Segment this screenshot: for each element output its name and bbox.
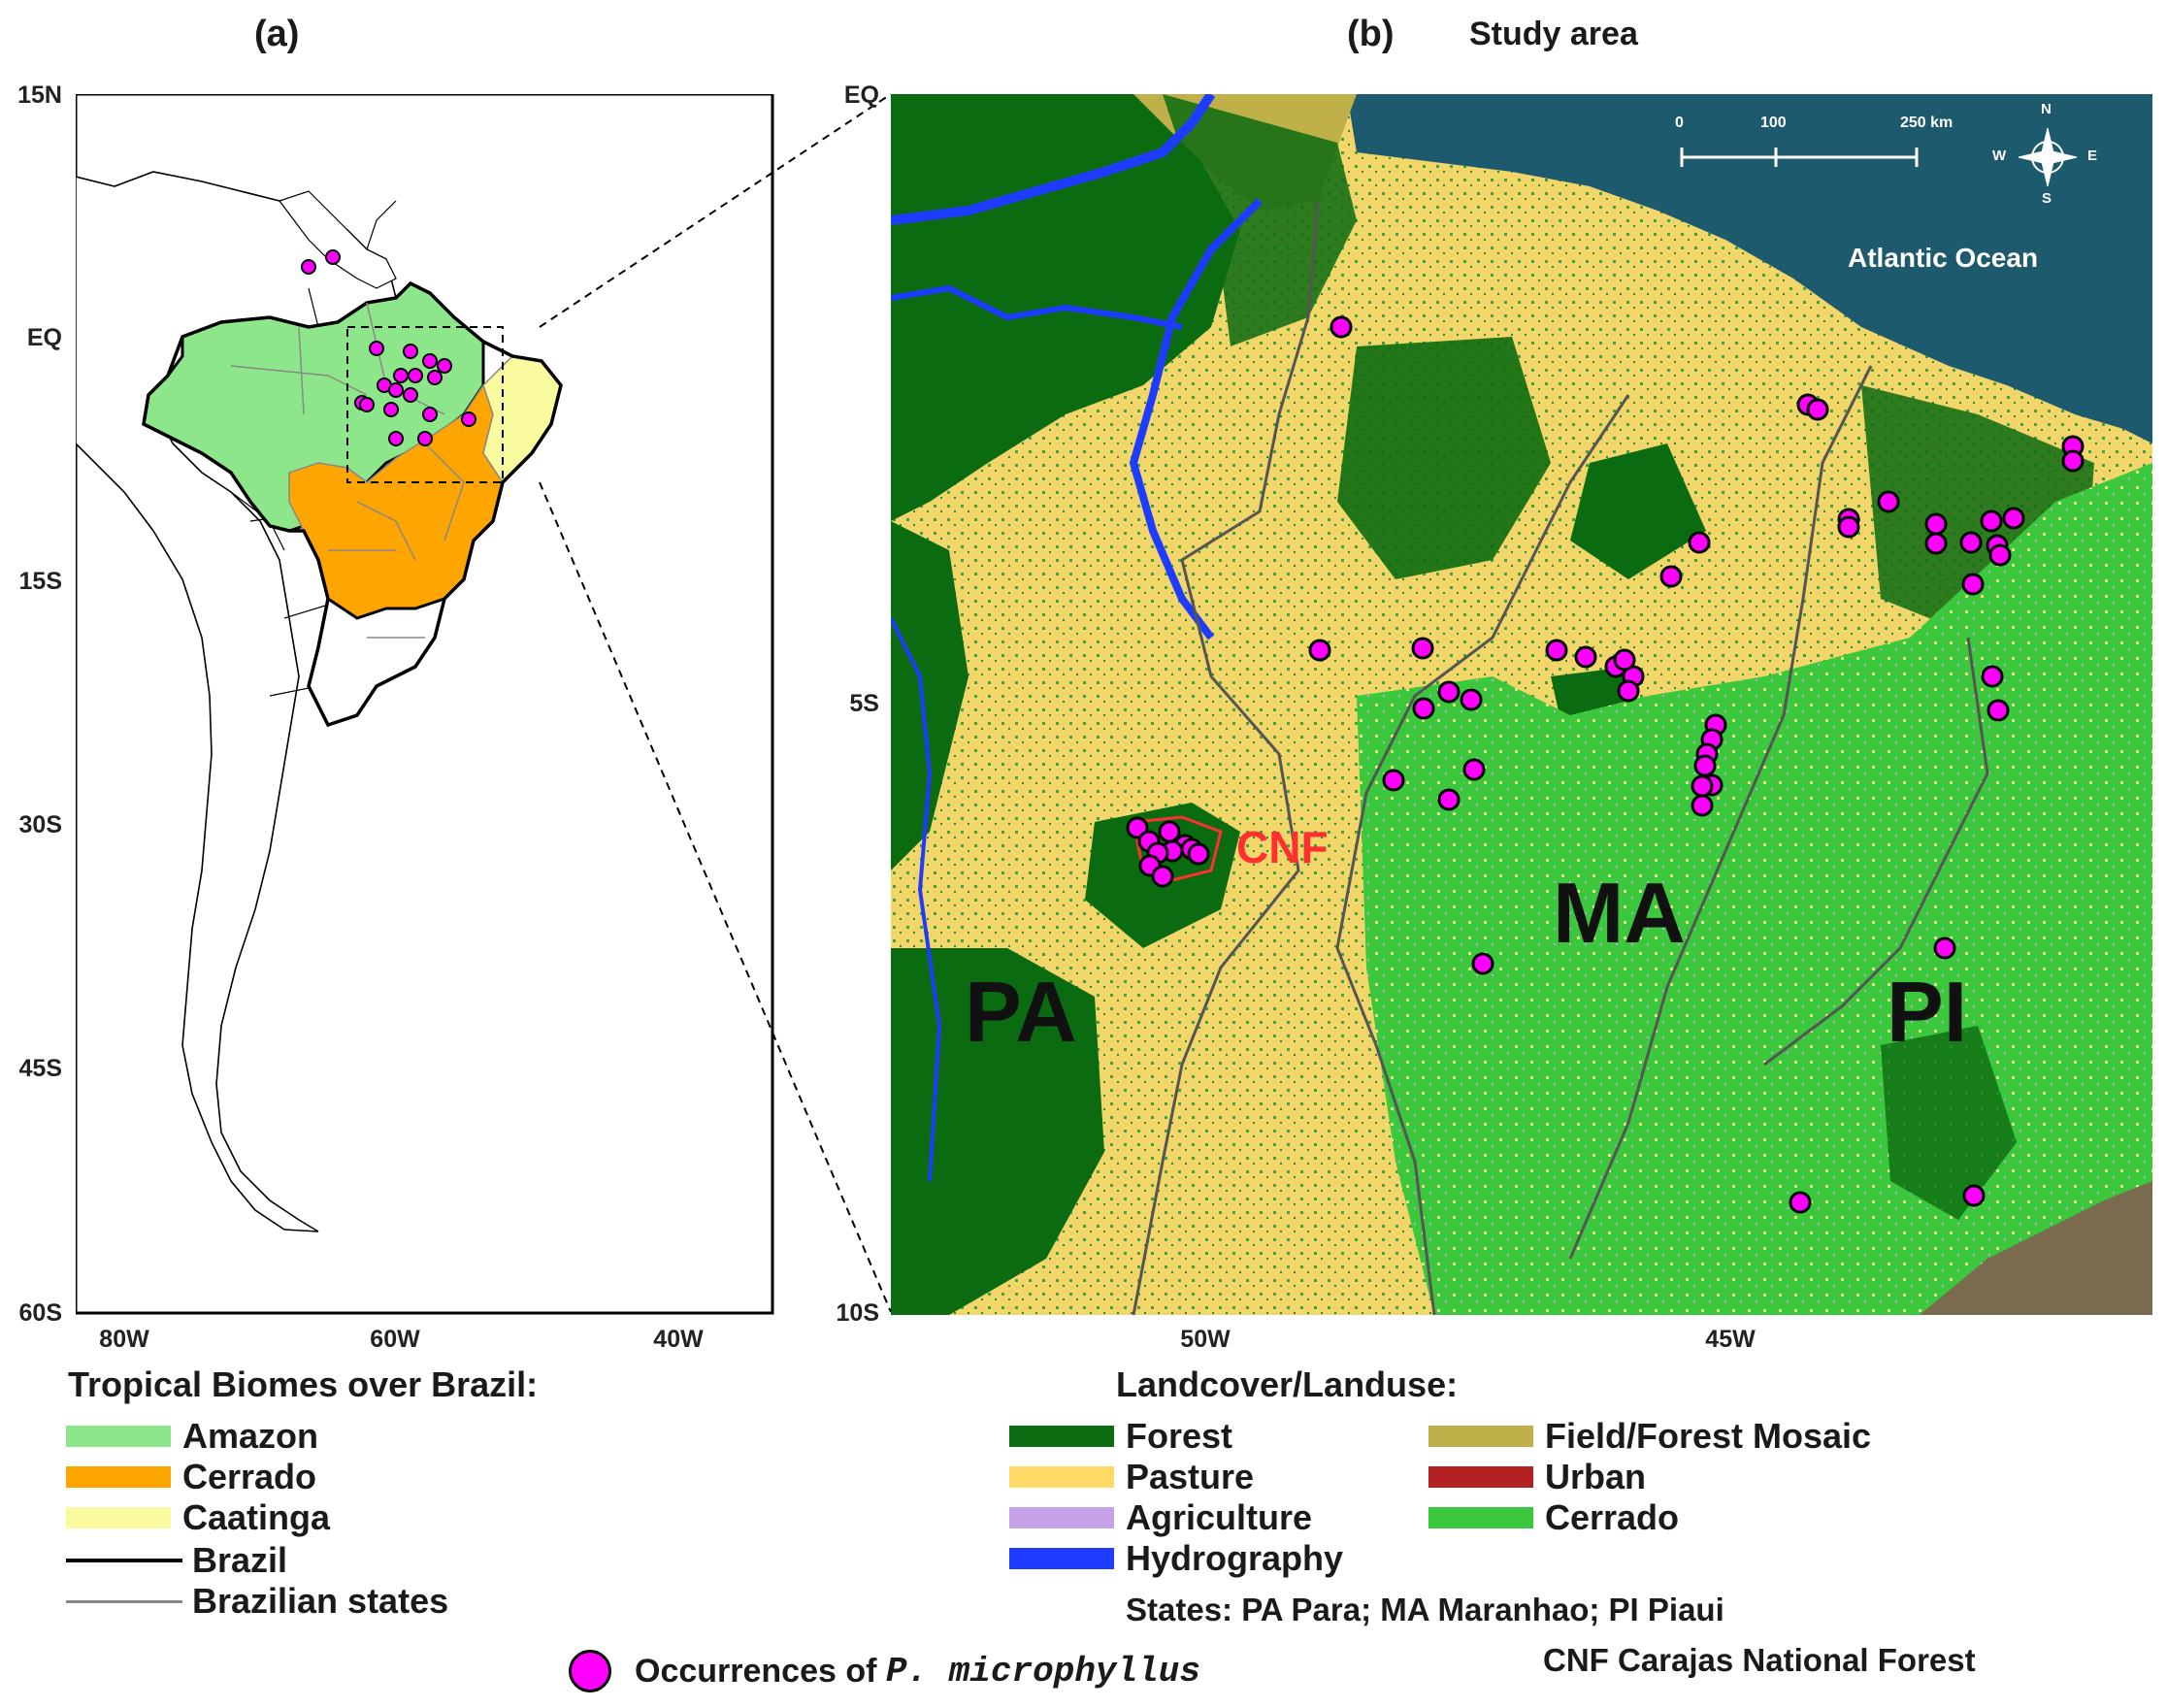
states-line [66,1599,182,1603]
compass-icon [2018,127,2078,187]
a-ytick: 30S [18,811,62,838]
legend-label: Hydrography [1126,1538,1344,1578]
legend-label: Urban [1545,1457,1647,1496]
a-ytick: 15N [17,82,62,109]
landcover-legend-col1: Forest Pasture Agriculture Hydrography [1009,1416,1343,1579]
legend-label: Amazon [182,1416,319,1456]
legend-item-caatinga: Caatinga [66,1497,448,1538]
legend-item-agriculture: Agriculture [1009,1497,1343,1538]
legend-item-mosaic: Field/Forest Mosaic [1428,1416,1871,1457]
legend-item-hydrography: Hydrography [1009,1538,1343,1579]
occurrence-legend-species: P. microphyllus [885,1651,1200,1692]
occurrence-points-a [301,249,476,446]
caatinga-swatch [66,1507,171,1528]
a-xtick: 80W [99,1326,149,1353]
a-xtick: 40W [653,1326,704,1353]
legend-item-brazil: Brazil [66,1540,448,1581]
hydrography-swatch [1009,1548,1114,1569]
compass-n: N [2041,101,2052,117]
b-xtick: 45W [1705,1326,1756,1353]
study-area-title: Study area [1469,16,1638,52]
state-label-pa: PA [965,964,1077,1060]
mosaic-swatch [1428,1426,1533,1447]
state-label-pi: PI [1887,964,1968,1060]
state-border [1132,200,1320,1315]
occurrence-legend-prefix: Occurrences of [635,1652,886,1690]
legend-item-cerrado-lc: Cerrado [1428,1497,1871,1538]
amazon-swatch [66,1426,171,1447]
brazil-line [66,1559,182,1562]
pasture-swatch [1009,1466,1114,1488]
a-ytick: 45S [18,1055,62,1082]
legend-item-amazon: Amazon [66,1416,448,1457]
a-ytick: 60S [18,1299,62,1327]
panel-b-label: (b) [1347,14,1395,54]
a-ytick: 15S [18,568,62,595]
study-area-box [346,326,504,483]
occurrence-legend: Occurrences of P. microphyllus [569,1650,1200,1692]
panel-b-map [891,94,2152,1315]
legend-label: Pasture [1126,1457,1255,1496]
compass-e: E [2087,148,2098,164]
legend-label: Agriculture [1126,1497,1313,1537]
panel-a-map [76,94,774,1315]
landcover-legend-col2: Field/Forest Mosaic Urban Cerrado [1428,1416,1871,1538]
scale-tick: 100 [1760,115,1787,131]
a-ytick: EQ [26,324,62,351]
legend-label: Cerrado [182,1457,317,1496]
scale-tick: 250 km [1900,115,1954,131]
cerrado-swatch [66,1466,171,1488]
biome-legend: Amazon Cerrado Caatinga Brazil Brazilian… [66,1416,448,1622]
cnf-note: CNF Carajas National Forest [1543,1642,1976,1678]
scale-tick: 0 [1675,115,1684,131]
atlantic-ocean [1347,94,2152,443]
river [891,94,1216,225]
b-ytick: 5S [849,690,879,717]
legend-item-urban: Urban [1428,1457,1871,1497]
legend-item-cerrado: Cerrado [66,1457,448,1497]
ocean-label: Atlantic Ocean [1848,243,2039,273]
legend-label: Brazilian states [192,1581,449,1621]
panel-a-label: (a) [254,14,300,54]
legend-item-states: Brazilian states [66,1581,448,1622]
b-xtick: 50W [1180,1326,1231,1353]
legend-label: Caatinga [182,1497,331,1537]
b-ytick: EQ [843,82,879,109]
legend-label: Cerrado [1545,1497,1680,1537]
legend-label: Forest [1126,1416,1233,1456]
urban-swatch [1428,1466,1533,1488]
a-xtick: 60W [370,1326,420,1353]
state-label-ma: MA [1553,865,1686,961]
landcover-legend-title: Landcover/Landuse: [1116,1364,1459,1404]
cnf-label: CNF [1236,822,1329,872]
legend-item-pasture: Pasture [1009,1457,1343,1497]
agriculture-swatch [1009,1507,1114,1528]
cerrado-lc-swatch [1428,1507,1533,1528]
legend-label: Field/Forest Mosaic [1545,1416,1872,1456]
compass-s: S [2042,190,2052,207]
occurrence-points-b [1126,315,2085,1214]
states-note: States: PA Para; MA Maranhao; PI Piaui [1126,1592,1724,1627]
legend-item-forest: Forest [1009,1416,1343,1457]
biome-legend-title: Tropical Biomes over Brazil: [68,1364,539,1404]
forest-swatch [1009,1426,1114,1447]
b-ytick: 10S [836,1299,879,1327]
scale-bar [1680,148,1919,167]
legend-label: Brazil [192,1540,288,1580]
compass-w: W [1992,148,2007,164]
occurrence-marker-icon [569,1650,611,1692]
